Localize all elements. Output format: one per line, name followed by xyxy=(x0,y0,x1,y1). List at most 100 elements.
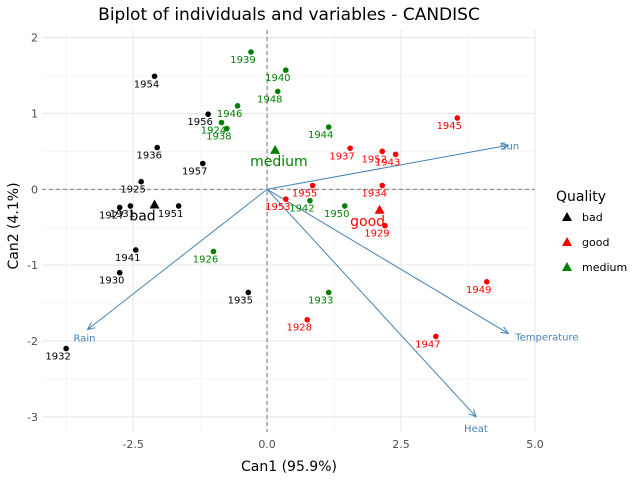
data-point xyxy=(433,333,439,340)
x-tick-label: 5.0 xyxy=(526,438,544,451)
y-axis-title: Can2 (4.1%) xyxy=(6,182,22,269)
data-point xyxy=(341,203,348,209)
data-point xyxy=(379,182,386,189)
point-label: 1940 xyxy=(265,73,290,84)
vector-arrowhead xyxy=(86,322,96,331)
data-point xyxy=(175,203,182,209)
data-point xyxy=(132,247,139,253)
vector-label: Sun xyxy=(500,141,519,152)
data-point xyxy=(245,289,252,296)
data-point xyxy=(116,204,123,211)
data-point xyxy=(234,103,241,109)
data-point xyxy=(199,160,206,167)
data-point xyxy=(454,115,461,121)
data-point xyxy=(325,124,332,130)
centroid-marker xyxy=(270,144,281,154)
point-label: 1929 xyxy=(364,229,389,240)
legend-key-medium xyxy=(562,262,572,271)
data-point xyxy=(347,145,353,152)
point-label: 1955 xyxy=(292,188,317,199)
legend-key-good xyxy=(562,237,572,246)
point-label: 1950 xyxy=(324,209,349,220)
point-label: 1945 xyxy=(437,121,462,132)
x-tick-label: 2.5 xyxy=(392,438,410,451)
data-point xyxy=(63,345,69,352)
data-point xyxy=(304,316,311,323)
point-label: 1928 xyxy=(287,323,312,334)
data-point xyxy=(283,67,289,73)
y-tick-label: 1 xyxy=(31,107,38,120)
point-label: 1935 xyxy=(228,295,253,306)
legend-label-good: good xyxy=(582,236,609,249)
data-point xyxy=(392,151,399,158)
data-point xyxy=(283,196,289,202)
point-label: 1937 xyxy=(329,151,354,162)
reference-lines xyxy=(42,30,535,432)
vector-label: Rain xyxy=(74,334,96,345)
point-label: 1951 xyxy=(158,209,183,220)
point-label: 1953 xyxy=(265,202,290,213)
data-point xyxy=(116,269,123,276)
point-label: 1936 xyxy=(136,151,161,162)
data-point xyxy=(224,125,230,132)
y-tick-label: -2 xyxy=(27,335,38,348)
point-label: 1948 xyxy=(257,94,282,105)
point-label: 1938 xyxy=(206,132,231,143)
point-label: 1931 xyxy=(110,209,135,220)
point-label: 1926 xyxy=(193,254,218,265)
data-point xyxy=(205,111,211,117)
x-tick-label: -2.5 xyxy=(122,438,143,451)
legend: Quality bad good medium xyxy=(556,189,627,274)
data-point xyxy=(151,73,158,80)
vector-line xyxy=(87,188,268,330)
data-point xyxy=(154,144,161,151)
chart-title: Biplot of individuals and variables - CA… xyxy=(98,5,480,25)
vector-arrowhead xyxy=(500,326,510,335)
point-label: 1925 xyxy=(120,185,145,196)
group-centroids: bad medium good xyxy=(129,144,385,230)
axis-ticks: -2.5 0.0 2.5 5.0 -3 -2 -1 0 1 2 xyxy=(27,32,544,451)
data-point xyxy=(210,248,217,255)
x-axis-title: Can1 (95.9%) xyxy=(241,459,337,475)
point-label: 1947 xyxy=(415,339,440,350)
y-tick-label: -1 xyxy=(27,259,38,272)
vector-line xyxy=(266,144,509,190)
data-point xyxy=(248,49,254,55)
vector-label: Heat xyxy=(464,424,488,435)
point-label: 1954 xyxy=(134,79,159,90)
centroid-marker xyxy=(374,204,385,214)
data-point xyxy=(483,279,490,285)
point-label: 1930 xyxy=(99,276,124,287)
legend-label-bad: bad xyxy=(582,211,603,224)
point-label: 1943 xyxy=(375,157,400,168)
variable-vectors: Sun Temperature Heat Rain xyxy=(74,141,579,435)
centroid-marker xyxy=(149,199,160,209)
y-tick-label: 2 xyxy=(31,32,38,45)
x-tick-label: 0.0 xyxy=(258,438,276,451)
point-label: 1939 xyxy=(230,55,255,66)
point-label: 1932 xyxy=(45,352,70,363)
point-label: 1934 xyxy=(362,188,387,199)
centroid-label: medium xyxy=(250,154,308,170)
data-point xyxy=(274,88,281,95)
data-point xyxy=(138,178,144,185)
point-label: 1957 xyxy=(182,166,207,177)
point-label: 1944 xyxy=(308,130,333,141)
data-point xyxy=(379,148,386,155)
data-point xyxy=(382,222,388,229)
point-label: 1942 xyxy=(289,204,314,215)
vector-arrowhead xyxy=(468,409,477,418)
point-label: 1949 xyxy=(466,285,491,296)
data-point xyxy=(307,197,313,204)
vector-label: Temperature xyxy=(514,332,578,343)
data-point xyxy=(127,203,134,209)
data-point xyxy=(309,182,316,189)
vector-line xyxy=(266,188,509,334)
point-label: 1927 xyxy=(99,210,124,221)
legend-key-bad xyxy=(562,212,572,221)
vector-arrowhead xyxy=(500,142,510,151)
y-tick-label: 0 xyxy=(31,183,38,196)
point-label: 1933 xyxy=(308,295,333,306)
